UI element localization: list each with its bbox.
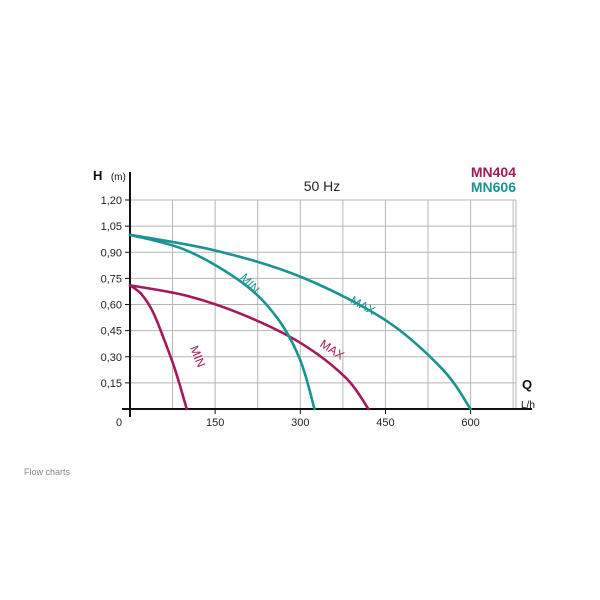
legend-mn404: MN404 xyxy=(471,164,516,180)
curve-label-mn606-max: MAX xyxy=(348,293,378,318)
curves xyxy=(128,233,472,411)
y-tick-label: 0,90 xyxy=(101,247,122,259)
x-tick-label: 0 xyxy=(116,417,122,429)
y-tick-label: 0,30 xyxy=(101,352,122,364)
chart-title: 50 Hz xyxy=(304,178,341,194)
figure-caption: Flow charts xyxy=(24,467,71,477)
y-tick-label: 1,05 xyxy=(101,221,122,233)
x-axis-unit: L/h xyxy=(521,400,535,411)
y-tick-label: 0,60 xyxy=(101,300,122,312)
y-axis-unit: (m) xyxy=(111,172,126,183)
axes xyxy=(122,172,532,417)
y-tick-label: 0,45 xyxy=(101,326,122,338)
curve-mn404-max xyxy=(128,284,370,411)
y-tick-label: 1,20 xyxy=(101,195,122,207)
x-axis-symbol: Q xyxy=(522,377,532,392)
legend-mn606: MN606 xyxy=(471,179,516,195)
grid-lines xyxy=(130,199,517,409)
curve-mn404-min xyxy=(128,284,189,411)
y-axis-label: H (m) xyxy=(93,167,126,184)
x-tick-label: 600 xyxy=(461,417,479,429)
x-tick-label: 450 xyxy=(376,417,394,429)
curve-label-mn606-min: MIN xyxy=(237,270,262,296)
x-tick-label: 300 xyxy=(291,417,309,429)
x-tick-labels: 0 150 300 450 600 xyxy=(116,409,480,429)
x-tick-label: 150 xyxy=(206,417,224,429)
y-tick-label: 0,75 xyxy=(101,273,122,285)
y-tick-label: 0,15 xyxy=(101,378,122,390)
curve-mn606-min xyxy=(128,233,316,411)
curve-mn606-max xyxy=(128,233,472,411)
curve-label-mn404-min: MIN xyxy=(187,344,208,370)
y-axis-symbol: H xyxy=(93,168,102,183)
y-tick-labels: 0,15 0,30 0,45 0,60 0,75 0,90 1,05 1,20 xyxy=(101,195,130,390)
